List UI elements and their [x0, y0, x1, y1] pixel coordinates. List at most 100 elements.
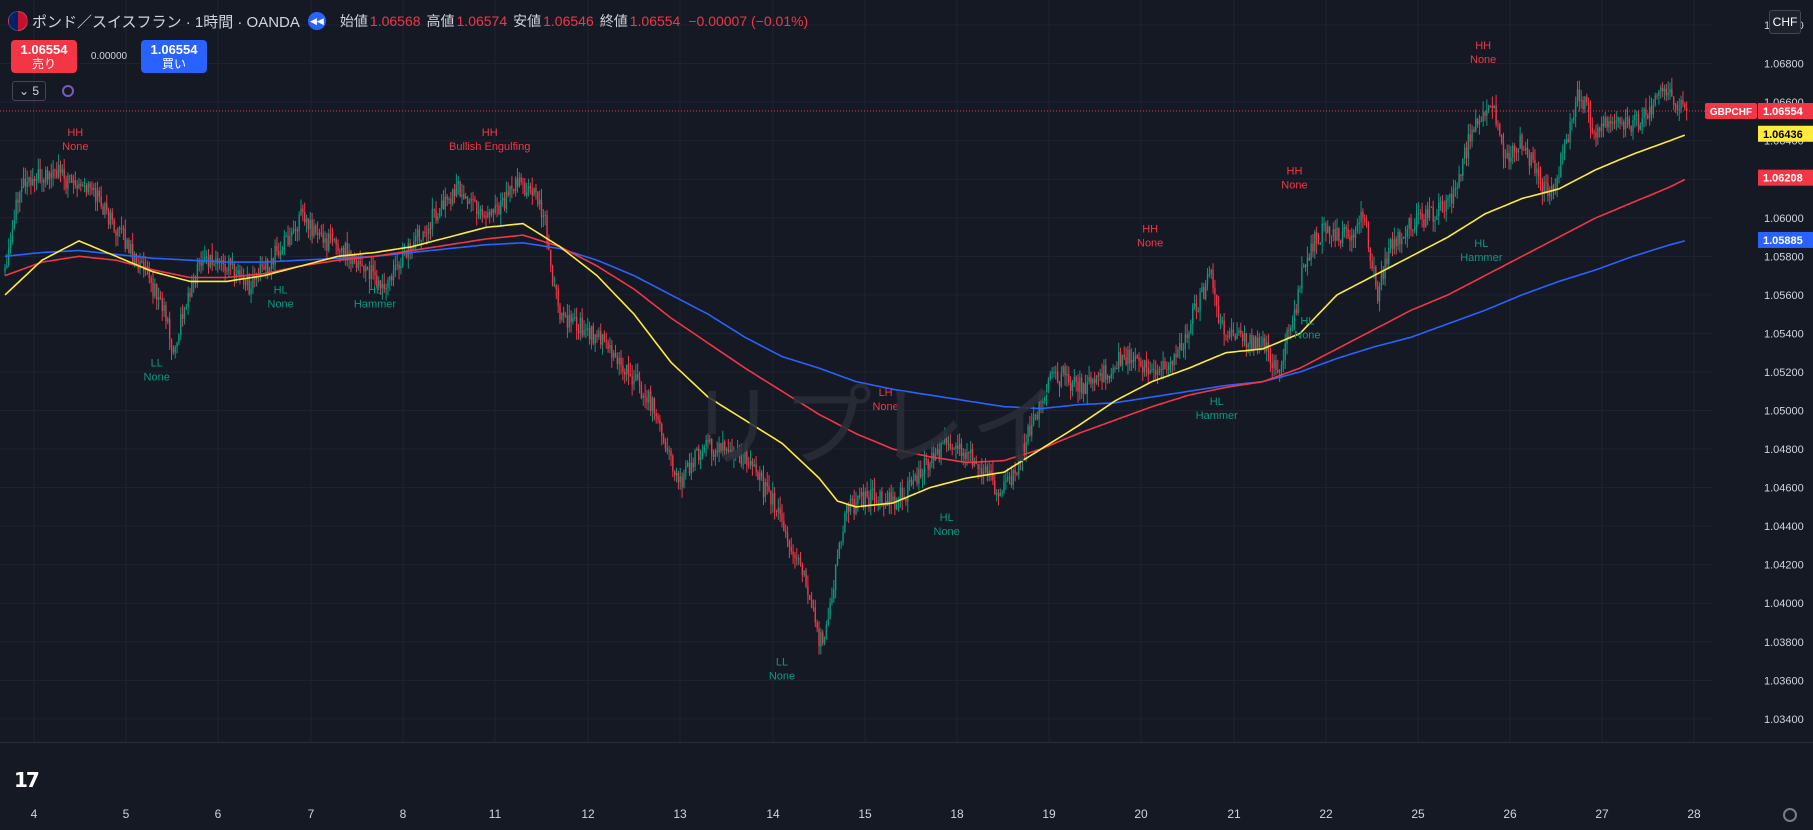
indicator-toggle[interactable]: ⌄ 5: [12, 81, 47, 101]
candle-body: [723, 441, 726, 451]
candle-body: [1271, 363, 1273, 368]
candle-body: [790, 546, 792, 552]
candle-body: [57, 164, 60, 178]
candle-body: [546, 215, 548, 243]
candle-body: [270, 258, 273, 269]
candle-body: [479, 208, 482, 213]
candle-body: [927, 459, 929, 470]
candle-body: [400, 266, 402, 269]
candle-body: [1114, 367, 1116, 369]
candle-body: [899, 487, 902, 501]
candle-body: [231, 263, 234, 265]
candle-body: [1201, 287, 1203, 292]
symbol-title[interactable]: ポンド／スイスフラン · 1時間 · OANDA: [32, 13, 300, 31]
price-tick-label: 1.03400: [1764, 714, 1804, 726]
candle-body: [881, 491, 883, 505]
candle-body: [1095, 375, 1098, 384]
swing-label-type: HL: [274, 284, 288, 296]
candle-body: [1280, 365, 1283, 370]
candle-body: [1277, 370, 1279, 373]
candle-body: [624, 372, 626, 375]
candle-body: [1619, 117, 1621, 124]
candle-body: [1377, 286, 1379, 302]
candle-body: [1401, 238, 1403, 245]
candle-body: [834, 564, 837, 590]
candle-body: [313, 225, 315, 237]
swing-label-type: LL: [151, 358, 163, 370]
candle-body: [1108, 375, 1111, 379]
candle-body: [1214, 287, 1216, 295]
symbol-badge-label: GBPCHF: [1710, 107, 1752, 118]
candle-body: [1127, 349, 1129, 365]
candle-body: [801, 564, 804, 576]
candle-body: [32, 178, 34, 186]
candle-body: [1480, 120, 1482, 122]
candle-body: [973, 461, 976, 467]
sell-price: 1.06554: [20, 42, 68, 57]
candle-body: [1513, 145, 1516, 152]
candle-body: [1315, 232, 1318, 244]
candle-body: [124, 229, 126, 249]
candle-body: [470, 198, 472, 202]
candle-body: [1243, 332, 1246, 341]
candle-body: [1023, 443, 1026, 453]
candle-body: [1169, 361, 1172, 365]
candle-body: [977, 463, 979, 469]
price-tick-label: 1.05200: [1764, 367, 1804, 379]
candle-body: [1456, 187, 1458, 189]
candle-body: [714, 450, 717, 457]
candle-body: [1153, 368, 1155, 370]
sell-button[interactable]: 1.06554 売り: [11, 40, 77, 73]
candle-body: [1421, 213, 1423, 220]
time-axis[interactable]: 4 5 6 7 8 11 12 13 14 15 18 19 20 21 22 25 26 27 28: [0, 742, 1813, 830]
candle-body: [1027, 426, 1029, 442]
chevron-down-icon: ⌄: [19, 84, 30, 98]
candle-body: [1140, 360, 1142, 367]
candle-body: [844, 513, 846, 533]
candle-body: [237, 270, 239, 274]
candle-body: [1003, 482, 1005, 493]
candle-body: [131, 244, 134, 263]
candle-body: [20, 185, 23, 193]
candle-body: [87, 183, 89, 193]
price-tick-label: 1.04000: [1764, 598, 1804, 610]
candle-body: [949, 443, 952, 448]
candle-body: [1166, 369, 1168, 371]
candle-body: [1658, 90, 1660, 96]
candle-body: [1536, 168, 1538, 174]
candle-body: [1219, 321, 1222, 323]
candle-body: [474, 199, 476, 202]
candle-body: [1593, 131, 1595, 133]
candle-body: [109, 212, 112, 225]
candle-body: [668, 450, 670, 452]
candle-body: [1406, 228, 1408, 237]
candle-body: [773, 492, 776, 512]
candle-body: [446, 196, 448, 200]
tradingview-logo[interactable]: 17: [14, 768, 40, 792]
buy-button[interactable]: 1.06554 買い: [141, 40, 207, 73]
candle-body: [1282, 360, 1285, 366]
candle-body: [755, 464, 757, 472]
candle-body: [1578, 89, 1581, 101]
time-tick-label: 6: [215, 807, 222, 821]
candle-body: [897, 500, 900, 505]
candle-body: [1138, 357, 1140, 361]
price-axis[interactable]: 1.070001.068001.066001.064001.062001.060…: [1705, 0, 1813, 830]
candle-body: [871, 488, 874, 490]
candle-body: [1426, 209, 1429, 218]
candle-body: [1319, 242, 1322, 245]
replay-icon[interactable]: ◀◀: [307, 12, 326, 30]
candle-body: [1604, 117, 1606, 127]
candle-body: [1008, 476, 1011, 478]
candle-body: [498, 205, 500, 215]
candle-body: [1121, 355, 1124, 366]
candle-body: [792, 551, 794, 556]
gear-icon[interactable]: [1783, 808, 1797, 822]
candle-body: [387, 279, 389, 288]
candle-body: [1129, 349, 1131, 364]
candle-body: [1101, 373, 1103, 382]
candle-body: [788, 540, 791, 547]
candle-body: [189, 292, 191, 297]
currency-button[interactable]: CHF: [1769, 10, 1801, 34]
